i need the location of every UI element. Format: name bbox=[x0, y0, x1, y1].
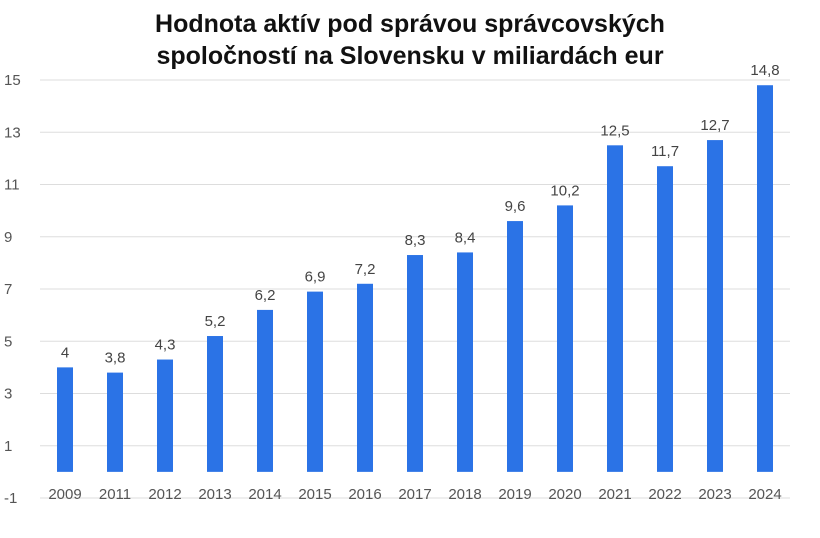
bar bbox=[407, 255, 423, 472]
y-tick-label: 1 bbox=[4, 438, 12, 455]
y-tick-label: -1 bbox=[4, 490, 17, 507]
y-tick-label: 15 bbox=[4, 72, 21, 89]
y-tick-label: 5 bbox=[4, 333, 12, 350]
x-tick-label: 2011 bbox=[99, 486, 131, 503]
x-tick-label: 2019 bbox=[498, 486, 531, 503]
data-label: 8,3 bbox=[405, 232, 426, 249]
x-tick-label: 2024 bbox=[748, 486, 781, 503]
data-labels: 4 3,8 4,3 5,2 6,2 6,9 7,2 8,3 8,4 9,6 10,2 12,5 11,7… bbox=[61, 62, 780, 366]
data-label: 3,8 bbox=[105, 350, 126, 367]
chart-title-line-2: spoločností na Slovensku v miliardách eu… bbox=[156, 42, 664, 70]
bar bbox=[57, 367, 73, 472]
data-label: 5,2 bbox=[205, 313, 226, 330]
bar bbox=[107, 372, 123, 472]
x-tick-label: 2015 bbox=[298, 486, 331, 503]
data-label: 8,4 bbox=[455, 229, 476, 246]
data-label: 12,7 bbox=[700, 117, 729, 134]
bar bbox=[357, 283, 373, 472]
bar bbox=[557, 205, 573, 472]
bar bbox=[257, 309, 273, 472]
y-tick-label: 9 bbox=[4, 229, 12, 246]
data-label: 4 bbox=[61, 344, 69, 361]
bars bbox=[57, 85, 773, 472]
x-tick-label: 2018 bbox=[448, 486, 481, 503]
data-label: 6,2 bbox=[255, 287, 276, 304]
x-tick-label: 2021 bbox=[598, 486, 631, 503]
y-tick-label: 11 bbox=[4, 177, 20, 194]
bar bbox=[307, 291, 323, 472]
bar bbox=[157, 359, 173, 472]
y-tick-label: 7 bbox=[4, 281, 12, 298]
bar bbox=[607, 145, 623, 472]
x-tick-label: 2013 bbox=[198, 486, 231, 503]
data-label: 14,8 bbox=[750, 62, 779, 79]
x-tick-label: 2009 bbox=[48, 486, 81, 503]
data-label: 9,6 bbox=[505, 198, 526, 215]
data-label: 10,2 bbox=[550, 182, 579, 199]
chart-title-line-1: Hodnota aktív pod správou správcovských bbox=[155, 10, 665, 38]
data-label: 12,5 bbox=[600, 122, 629, 139]
x-tick-label: 2020 bbox=[548, 486, 581, 503]
bar bbox=[657, 166, 673, 472]
x-tick-label: 2023 bbox=[698, 486, 731, 503]
y-tick-label: 13 bbox=[4, 124, 21, 141]
data-label: 11,7 bbox=[651, 143, 679, 160]
chart-title: Hodnota aktív pod správou správcovských … bbox=[0, 8, 820, 72]
y-tick-label: 3 bbox=[4, 386, 12, 403]
bar bbox=[457, 252, 473, 472]
bar bbox=[757, 85, 773, 472]
bar bbox=[207, 336, 223, 472]
x-tick-label: 2017 bbox=[398, 486, 431, 503]
data-label: 7,2 bbox=[355, 261, 376, 278]
bar bbox=[507, 221, 523, 472]
x-tick-label: 2022 bbox=[648, 486, 681, 503]
bar bbox=[707, 140, 723, 472]
data-label: 6,9 bbox=[305, 269, 326, 286]
data-label: 4,3 bbox=[155, 337, 176, 354]
x-tick-label: 2012 bbox=[148, 486, 181, 503]
x-tick-label: 2016 bbox=[348, 486, 381, 503]
x-axis-ticks: 2009 2011 2012 2013 2014 2015 2016 2017 2018 2019… bbox=[48, 486, 781, 503]
x-tick-label: 2014 bbox=[248, 486, 281, 503]
